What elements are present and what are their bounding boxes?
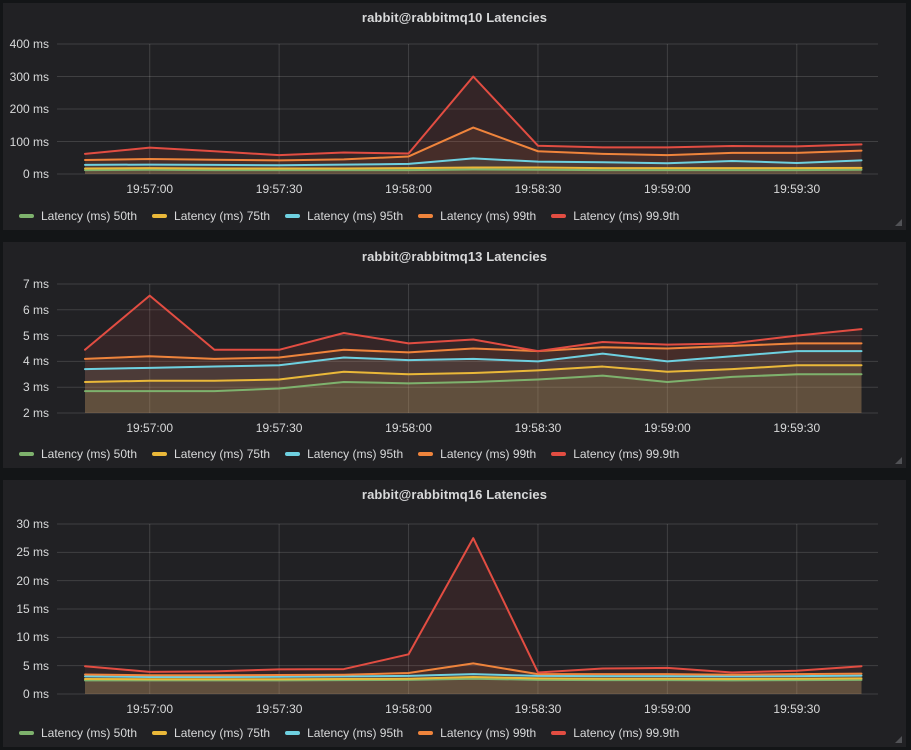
legend-item-latency-ms-99th[interactable]: Latency (ms) 99th	[418, 726, 536, 740]
legend-item-latency-ms-95th[interactable]: Latency (ms) 95th	[285, 209, 403, 223]
x-axis-tick-label: 19:57:00	[126, 702, 174, 716]
legend-item-latency-ms-50th[interactable]: Latency (ms) 50th	[19, 209, 137, 223]
y-axis-tick-label: 100 ms	[9, 134, 49, 149]
y-axis-tick-label: 4 ms	[22, 354, 49, 369]
x-axis-tick-label: 19:58:30	[514, 182, 562, 196]
y-axis-tick-label: 2 ms	[22, 406, 49, 420]
y-axis-tick-label: 15 ms	[16, 602, 49, 616]
y-axis-tick-label: 6 ms	[22, 302, 49, 317]
legend-series-label: Latency (ms) 75th	[174, 447, 271, 461]
legend-series-label: Latency (ms) 99.9th	[573, 209, 680, 223]
x-axis-tick-label: 19:59:00	[644, 702, 691, 716]
legend-series-label: Latency (ms) 95th	[307, 447, 404, 461]
legend-series-swatch-icon	[285, 731, 301, 735]
legend-series-swatch-icon	[551, 731, 567, 735]
legend-item-latency-ms-99th[interactable]: Latency (ms) 99th	[418, 447, 536, 461]
y-axis-tick-label: 5 ms	[22, 328, 49, 343]
legend: Latency (ms) 50th Latency (ms) 75th Latenc…	[19, 207, 898, 225]
y-axis-tick-label: 7 ms	[22, 277, 49, 291]
x-axis-tick-label: 19:58:00	[385, 182, 432, 196]
x-axis-tick-label: 19:59:00	[644, 421, 691, 435]
legend-series-label: Latency (ms) 99th	[440, 447, 537, 461]
legend-series-label: Latency (ms) 99.9th	[573, 447, 680, 461]
y-axis-tick-label: 30 ms	[16, 517, 49, 531]
legend-item-latency-ms-50th[interactable]: Latency (ms) 50th	[19, 447, 137, 461]
legend-series-label: Latency (ms) 99th	[440, 726, 537, 740]
legend-item-latency-ms-75th[interactable]: Latency (ms) 75th	[152, 726, 270, 740]
legend-series-swatch-icon	[418, 214, 434, 218]
legend-series-swatch-icon	[285, 452, 301, 456]
x-axis-tick-label: 19:58:30	[514, 421, 562, 435]
y-axis-tick-label: 10 ms	[16, 630, 49, 645]
legend-series-label: Latency (ms) 95th	[307, 726, 404, 740]
latency-chart[interactable]	[3, 480, 906, 747]
legend-series-swatch-icon	[418, 452, 434, 456]
legend-series-label: Latency (ms) 50th	[41, 447, 138, 461]
legend-series-swatch-icon	[418, 731, 434, 735]
x-axis-tick-label: 19:59:30	[773, 702, 821, 716]
panel-rabbitmq13-latencies: rabbit@rabbitmq13 Latencies Latency (ms)…	[3, 242, 906, 468]
legend-item-latency-ms-50th[interactable]: Latency (ms) 50th	[19, 726, 137, 740]
legend-series-swatch-icon	[152, 214, 168, 218]
x-axis-tick-label: 19:58:30	[514, 702, 562, 716]
legend-item-latency-ms-95th[interactable]: Latency (ms) 95th	[285, 447, 403, 461]
legend-series-swatch-icon	[19, 214, 34, 218]
legend-item-latency-ms-99th[interactable]: Latency (ms) 99th	[418, 209, 536, 223]
legend-series-label: Latency (ms) 99.9th	[573, 726, 680, 740]
y-axis-tick-label: 5 ms	[22, 658, 49, 673]
legend: Latency (ms) 50th Latency (ms) 75th Latenc…	[19, 724, 898, 742]
y-axis-tick-label: 300 ms	[9, 69, 49, 84]
panel-title[interactable]: rabbit@rabbitmq16 Latencies	[361, 487, 548, 502]
x-axis-tick-label: 19:57:30	[255, 182, 303, 196]
latency-chart[interactable]	[3, 3, 906, 230]
panel-title[interactable]: rabbit@rabbitmq10 Latencies	[361, 10, 548, 25]
legend-item-latency-ms-95th[interactable]: Latency (ms) 95th	[285, 726, 403, 740]
legend-series-label: Latency (ms) 95th	[307, 209, 404, 223]
x-axis-tick-label: 19:58:00	[385, 421, 432, 435]
legend-series-swatch-icon	[152, 452, 168, 456]
y-axis-tick-label: 400 ms	[9, 37, 49, 51]
legend-series-swatch-icon	[152, 731, 168, 735]
y-axis-tick-label: 0 ms	[22, 167, 49, 181]
legend-item-latency-ms-99.9th[interactable]: Latency (ms) 99.9th	[551, 209, 679, 223]
legend-series-label: Latency (ms) 99th	[440, 209, 537, 223]
legend-item-latency-ms-99.9th[interactable]: Latency (ms) 99.9th	[551, 726, 679, 740]
panel-rabbitmq16-latencies: rabbit@rabbitmq16 Latencies Latency (ms)…	[3, 480, 906, 747]
y-axis-tick-label: 20 ms	[16, 573, 49, 588]
y-axis-tick-label: 200 ms	[9, 102, 49, 116]
legend-series-label: Latency (ms) 75th	[174, 209, 271, 223]
panel-resize-handle-icon[interactable]	[895, 457, 902, 464]
panel-title[interactable]: rabbit@rabbitmq13 Latencies	[361, 249, 548, 264]
x-axis-tick-label: 19:59:30	[773, 421, 821, 435]
legend-item-latency-ms-75th[interactable]: Latency (ms) 75th	[152, 209, 270, 223]
legend-item-latency-ms-75th[interactable]: Latency (ms) 75th	[152, 447, 270, 461]
legend-series-swatch-icon	[285, 214, 301, 218]
legend: Latency (ms) 50th Latency (ms) 75th Latenc…	[19, 445, 898, 463]
panel-resize-handle-icon[interactable]	[895, 219, 902, 226]
legend-series-label: Latency (ms) 75th	[174, 726, 271, 740]
legend-item-latency-ms-99.9th[interactable]: Latency (ms) 99.9th	[551, 447, 679, 461]
x-axis-tick-label: 19:59:00	[644, 182, 691, 196]
y-axis-tick-label: 3 ms	[22, 380, 49, 395]
x-axis-tick-label: 19:58:00	[385, 702, 432, 716]
legend-series-label: Latency (ms) 50th	[41, 209, 138, 223]
x-axis-tick-label: 19:57:00	[126, 182, 174, 196]
legend-series-label: Latency (ms) 50th	[41, 726, 138, 740]
y-axis-tick-label: 0 ms	[22, 687, 49, 701]
latency-chart[interactable]	[3, 242, 906, 468]
panel-rabbitmq10-latencies: rabbit@rabbitmq10 Latencies Latency (ms)…	[3, 3, 906, 230]
legend-series-swatch-icon	[19, 731, 34, 735]
legend-series-swatch-icon	[551, 214, 567, 218]
legend-series-swatch-icon	[19, 452, 34, 456]
y-axis-tick-label: 25 ms	[16, 545, 49, 560]
x-axis-tick-label: 19:59:30	[773, 182, 821, 196]
panel-resize-handle-icon[interactable]	[895, 736, 902, 743]
x-axis-tick-label: 19:57:30	[255, 702, 303, 716]
x-axis-tick-label: 19:57:30	[255, 421, 303, 435]
x-axis-tick-label: 19:57:00	[126, 421, 174, 435]
legend-series-swatch-icon	[551, 452, 567, 456]
